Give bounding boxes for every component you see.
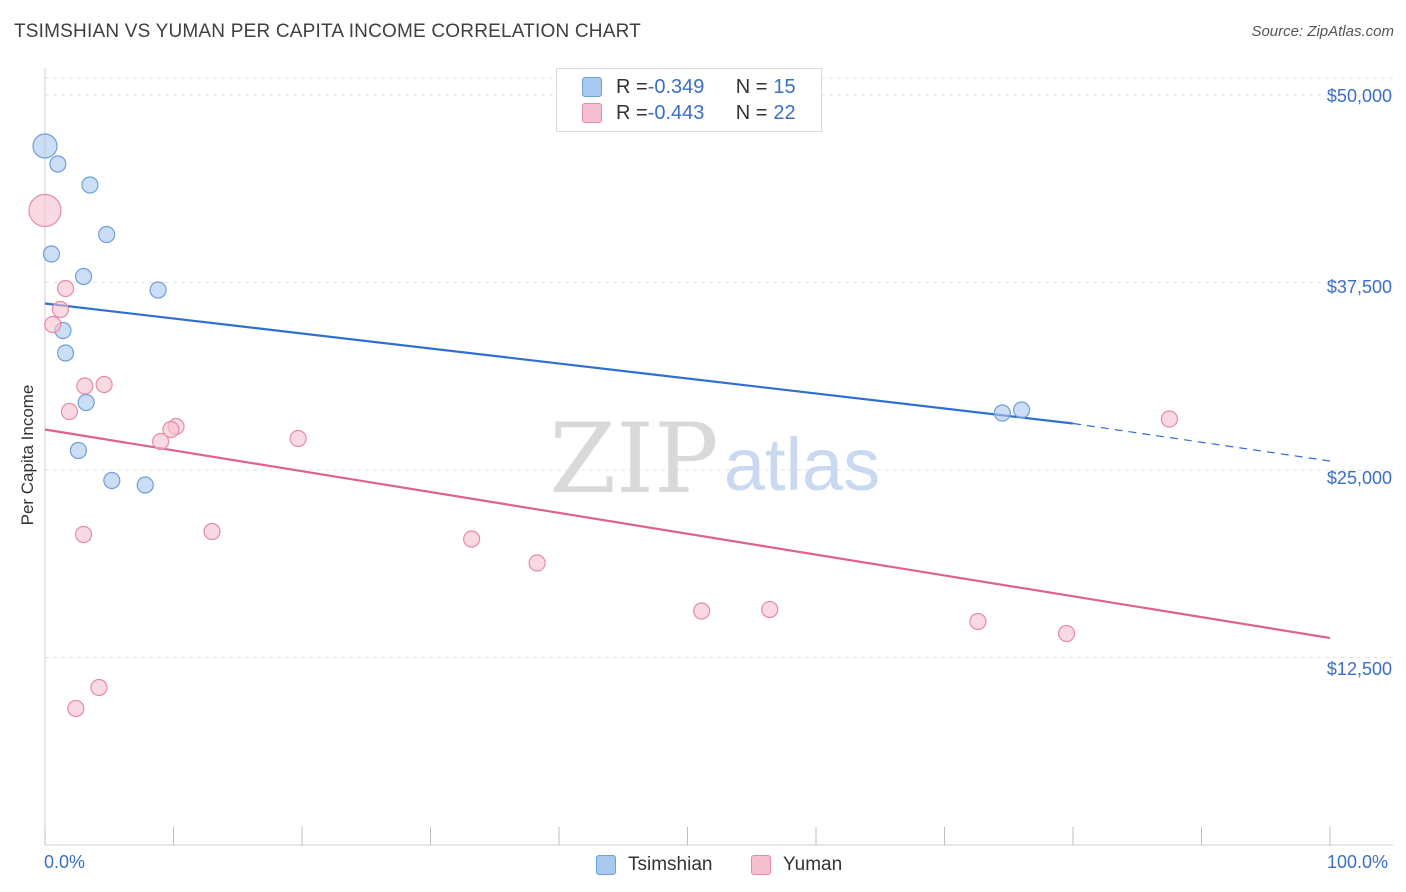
n-label: N =	[735, 75, 768, 98]
legend-swatch-yuman	[751, 855, 771, 875]
trend-line-tsimshian	[44, 302, 1074, 425]
trend-extension-tsimshian	[1072, 422, 1331, 462]
point-yuman	[528, 554, 546, 572]
series-legend-yuman: Yuman	[751, 852, 842, 878]
series-legend-tsimshian: Tsimshian	[596, 852, 712, 878]
data-points	[28, 133, 1178, 718]
n-value: 22	[773, 101, 796, 124]
point-yuman	[56, 279, 75, 298]
watermark-atlas: atlas	[724, 423, 880, 506]
axes	[44, 68, 1393, 846]
point-yuman	[152, 432, 170, 451]
n-label: N =	[735, 101, 768, 124]
point-yuman	[90, 678, 108, 697]
correlation-legend: R = -0.349 N = 15 R = -0.443 N = 22	[556, 68, 822, 132]
point-tsimshian	[103, 471, 121, 490]
point-tsimshian	[77, 393, 95, 412]
x-tick-label-min: 0.0%	[44, 852, 86, 872]
r-label: R =	[616, 101, 648, 124]
point-tsimshian	[1012, 401, 1031, 419]
y-tick-label: $12,500	[1326, 659, 1392, 679]
n-value: 15	[773, 75, 796, 98]
x-tick-label-max: 100.0%	[1327, 852, 1389, 872]
point-yuman	[693, 602, 711, 620]
legend-row-tsimshian: R = -0.349 N = 15	[582, 74, 796, 100]
point-yuman	[28, 193, 62, 228]
point-yuman	[1057, 624, 1076, 643]
trend-lines	[44, 302, 1331, 640]
legend-row-yuman: R = -0.443 N = 22	[582, 100, 796, 126]
watermark-zip: ZIP	[549, 403, 718, 515]
y-axis-label: Per Capita Income	[18, 384, 37, 526]
legend-label-tsimshian: Tsimshian	[628, 854, 713, 875]
y-tick-label: $50,000	[1326, 86, 1392, 106]
point-tsimshian	[149, 281, 167, 299]
point-yuman	[44, 315, 62, 334]
point-yuman	[289, 429, 307, 448]
legend-label-yuman: Yuman	[783, 854, 843, 875]
point-yuman	[74, 525, 93, 544]
point-tsimshian	[81, 176, 99, 194]
point-yuman	[51, 300, 70, 319]
point-yuman	[95, 375, 113, 394]
point-yuman	[60, 402, 79, 421]
point-yuman	[463, 530, 481, 548]
point-tsimshian	[69, 441, 88, 460]
point-yuman	[203, 522, 221, 541]
r-value: -0.349	[647, 75, 705, 98]
legend-swatch-tsimshian	[582, 77, 602, 97]
point-yuman	[761, 600, 779, 619]
point-yuman	[162, 420, 180, 439]
legend-swatch-tsimshian	[596, 855, 616, 875]
point-tsimshian	[49, 155, 67, 173]
point-tsimshian	[32, 133, 58, 159]
r-label: R =	[616, 75, 648, 98]
point-tsimshian	[42, 245, 61, 263]
legend-swatch-yuman	[582, 103, 602, 123]
r-value: -0.443	[647, 101, 705, 124]
point-tsimshian	[98, 225, 116, 244]
grid	[45, 77, 1393, 658]
y-tick-label: $25,000	[1326, 468, 1392, 488]
point-tsimshian	[136, 476, 154, 494]
point-yuman	[76, 377, 94, 395]
source-label: Source: ZipAtlas.com	[1251, 23, 1394, 40]
point-yuman	[1160, 410, 1178, 428]
point-tsimshian	[993, 404, 1011, 422]
chart-title: TSIMSHIAN VS YUMAN PER CAPITA INCOME COR…	[14, 21, 641, 42]
trend-line-yuman	[44, 428, 1331, 640]
point-yuman	[67, 699, 85, 718]
point-tsimshian	[74, 267, 93, 286]
point-tsimshian	[56, 344, 75, 362]
point-yuman	[969, 612, 987, 631]
y-tick-label: $37,500	[1326, 277, 1392, 297]
